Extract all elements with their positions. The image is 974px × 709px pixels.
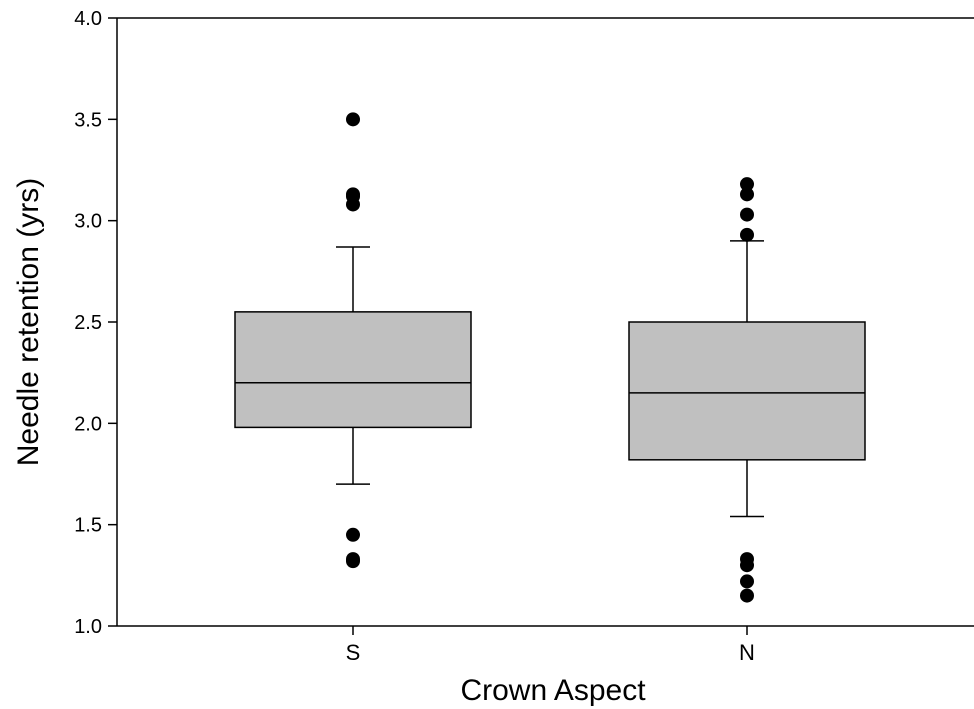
- y-tick-label: 4.0: [74, 8, 102, 30]
- y-axis-title: Needle retention (yrs): [12, 178, 45, 466]
- x-tick-label: S: [346, 640, 361, 665]
- box-N: [628, 321, 866, 461]
- outlier-point: [740, 187, 754, 202]
- y-tick-label: 3.5: [74, 109, 102, 131]
- plot-area: 1.0 1.5 2.0 2.5 3.0 3.5 4.0 S N: [74, 8, 974, 665]
- outlier-point: [740, 588, 754, 603]
- y-tick-label: 2.0: [74, 413, 102, 435]
- y-tick-label: 1.5: [74, 515, 102, 537]
- outlier-point: [346, 527, 360, 542]
- outlier-point: [740, 227, 754, 242]
- outlier-point: [740, 574, 754, 589]
- y-tick-label: 1.0: [74, 616, 102, 638]
- x-axis-title: Crown Aspect: [460, 674, 646, 707]
- outlier-point: [346, 197, 360, 212]
- outlier-point: [740, 207, 754, 222]
- outlier-point: [740, 558, 754, 573]
- x-tick-label: N: [739, 640, 755, 665]
- outlier-point: [346, 112, 360, 127]
- y-tick-label: 2.5: [74, 312, 102, 334]
- box-S: [234, 311, 472, 429]
- y-tick-label: 3.0: [74, 211, 102, 233]
- outlier-point: [346, 552, 360, 567]
- outlier-point: [740, 177, 754, 192]
